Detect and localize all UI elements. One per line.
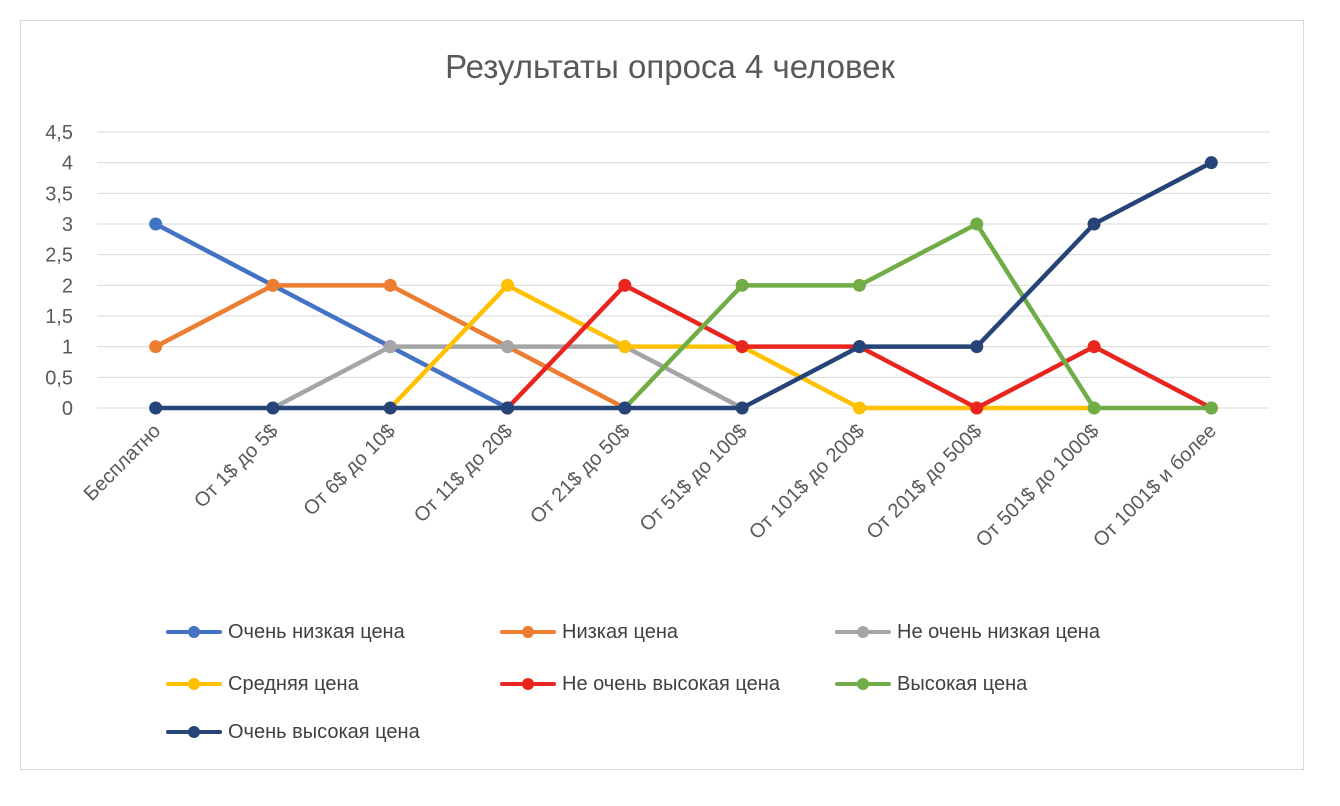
legend-swatch xyxy=(500,672,556,696)
series-7-point xyxy=(970,340,984,354)
legend-swatch xyxy=(166,672,222,696)
legend-item: Средняя цена xyxy=(166,672,359,696)
series-4-point xyxy=(501,278,515,292)
x-tick-label: Бесплатно xyxy=(80,420,165,505)
y-tick-label: 4 xyxy=(62,153,73,175)
x-tick-label: От 1$ до 5$ xyxy=(190,420,282,512)
legend-label: Не очень высокая цена xyxy=(562,672,780,695)
series-7-point xyxy=(501,401,515,415)
series-6-point xyxy=(852,278,866,292)
y-tick-label: 0,5 xyxy=(45,367,73,389)
series-2-point xyxy=(266,278,280,292)
legend-swatch xyxy=(166,720,222,744)
x-tick-label: От 21$ до 50$ xyxy=(526,420,634,528)
y-tick-label: 3,5 xyxy=(45,183,73,205)
series-7-line xyxy=(153,160,1214,411)
series-4-point xyxy=(852,401,866,415)
legend-item: Высокая цена xyxy=(835,672,1027,696)
legend-label: Очень низкая цена xyxy=(228,620,405,643)
series-4-point xyxy=(618,340,632,354)
series-7-point xyxy=(618,401,632,415)
series-7-point xyxy=(149,401,163,415)
series-2-point xyxy=(383,278,397,292)
y-tick-label: 2 xyxy=(62,275,73,297)
y-tick-label: 1 xyxy=(62,337,73,359)
legend-label: Низкая цена xyxy=(562,620,679,643)
series-6-point xyxy=(735,278,749,292)
legend-label: Средняя цена xyxy=(228,672,359,695)
series-6-line xyxy=(622,221,1214,411)
series-7-point xyxy=(852,340,866,354)
series-7-point xyxy=(1204,156,1218,170)
series-3-point xyxy=(501,340,515,354)
legend-item: Не очень низкая цена xyxy=(835,620,1100,644)
legend-swatch xyxy=(835,620,891,644)
legend-item: Очень высокая цена xyxy=(166,720,420,744)
x-tick-label: От 11$ до 20$ xyxy=(410,420,517,527)
series-2-point xyxy=(149,340,163,354)
series-7-point xyxy=(266,401,280,415)
legend-label: Не очень низкая цена xyxy=(897,620,1100,643)
legend-item: Низкая цена xyxy=(500,620,678,644)
series-5-point xyxy=(735,340,749,354)
x-tick-label: От 201$ до 500$ xyxy=(862,420,986,544)
chart-frame xyxy=(20,20,1304,770)
series-7-point xyxy=(1087,217,1101,231)
legend-swatch xyxy=(166,620,222,644)
series-1-line xyxy=(153,221,510,411)
y-tick-label: 2,5 xyxy=(45,245,73,267)
legend-swatch xyxy=(500,620,556,644)
series-1-point xyxy=(149,217,163,231)
y-tick-label: 3 xyxy=(62,214,73,236)
series-5-point xyxy=(1087,340,1101,354)
legend-swatch xyxy=(835,672,891,696)
series-5-point xyxy=(618,278,632,292)
series-6-point xyxy=(1087,401,1101,415)
x-tick-label: От 501$ до 1000$ xyxy=(972,420,1104,552)
legend-item: Очень низкая цена xyxy=(166,620,405,644)
x-tick-label: От 101$ до 200$ xyxy=(745,420,869,544)
series-7-point xyxy=(735,401,749,415)
x-tick-label: От 6$ до 10$ xyxy=(300,420,400,520)
series-6-point xyxy=(1204,401,1218,415)
y-tick-label: 4,5 xyxy=(45,122,73,144)
y-tick-label: 0 xyxy=(62,398,73,420)
legend-item: Не очень высокая цена xyxy=(500,672,780,696)
series-3-point xyxy=(383,340,397,354)
series-7-point xyxy=(383,401,397,415)
series-6-point xyxy=(970,217,984,231)
legend-label: Высокая цена xyxy=(897,672,1028,695)
chart-title: Результаты опроса 4 человек xyxy=(445,48,895,85)
x-tick-label: От 1001$ и более xyxy=(1089,420,1221,552)
y-tick-label: 1,5 xyxy=(45,306,73,328)
x-tick-label: От 51$ до 100$ xyxy=(636,420,752,536)
series-5-point xyxy=(970,401,984,415)
legend-label: Очень высокая цена xyxy=(228,720,420,743)
